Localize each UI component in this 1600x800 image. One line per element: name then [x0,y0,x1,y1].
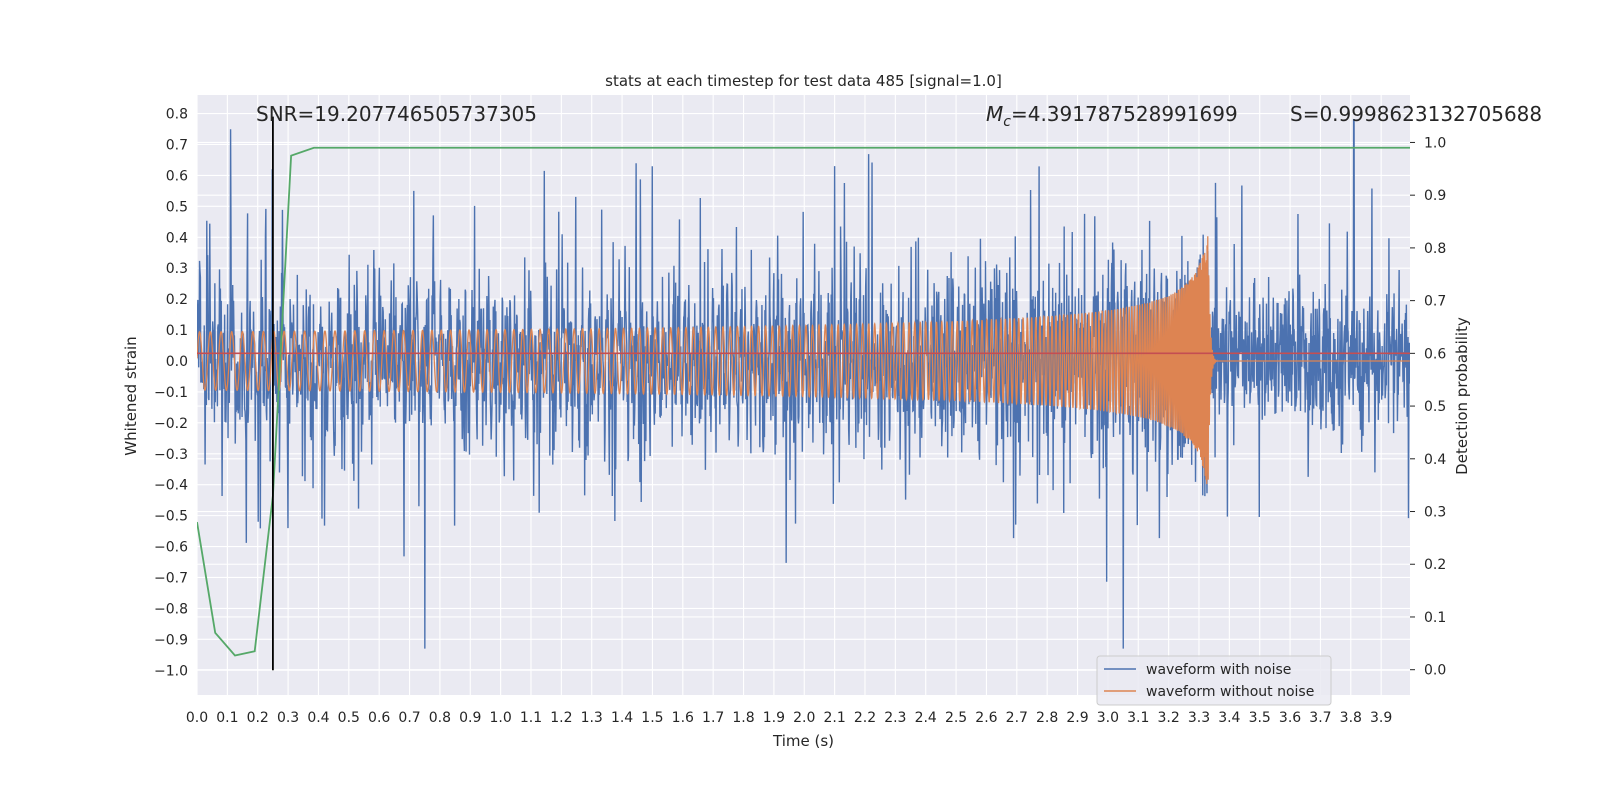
x-tick-label: 2.1 [823,710,845,726]
x-tick-label: 2.2 [854,710,876,726]
x-tick-label: 2.0 [793,710,815,726]
legend: waveform with noise waveform without noi… [1096,655,1332,706]
x-tick-label: 3.7 [1309,710,1331,726]
y-left-tick-label: −0.7 [154,570,188,586]
chart-title: stats at each timestep for test data 485… [605,72,1002,90]
y-left-tick-label: −0.2 [154,416,188,432]
snr-annotation: SNR=19.207746505737305 [256,102,537,126]
x-tick-label: 0.7 [398,710,420,726]
y-left-tick-label: 0.5 [166,199,188,215]
x-tick-label: 3.4 [1218,710,1240,726]
x-tick-label: 2.5 [945,710,967,726]
y-right-tick-label: 0.7 [1424,294,1446,310]
y-left-tick-label: 0.3 [166,261,188,277]
x-tick-label: 1.3 [581,710,603,726]
chirp-mass-value: =4.391787528991699 [1011,102,1238,126]
x-tick-label: 0.3 [277,710,299,726]
x-tick-label: 0.4 [307,710,329,726]
legend-box [1096,655,1332,706]
y-right-tick-label: 0.1 [1424,610,1446,626]
x-tick-label: 3.9 [1370,710,1392,726]
x-tick-label: 2.9 [1066,710,1088,726]
x-tick-label: 2.3 [884,710,906,726]
y-left-tick-label: −0.1 [154,385,188,401]
y-right-tick-label: 0.6 [1424,346,1446,362]
y-left-tick-label: 0.2 [166,292,188,308]
x-tick-label: 1.2 [550,710,572,726]
x-tick-label: 1.7 [702,710,724,726]
x-tick-label: 3.8 [1340,710,1362,726]
x-tick-label: 1.8 [732,710,754,726]
x-tick-label: 0.0 [186,710,208,726]
x-tick-label: 2.7 [1006,710,1028,726]
y-left-tick-label: 0.7 [166,137,188,153]
chirp-mass-symbol: M [986,102,1003,126]
legend-label-waveform-with-noise: waveform with noise [1146,662,1291,678]
y-left-tick-label: −0.6 [154,540,188,556]
series-line-waveform-without-noise [197,236,1410,485]
x-tick-label: 1.5 [641,710,663,726]
chirp-mass-annotation: Mc=4.391787528991699 [986,102,1238,130]
y-left-tick-label: −0.8 [154,601,188,617]
y-axis-left-ticks: 0.8 0.7 0.6 0.5 0.4 0.3 0.2 0.1 0.0 −0.1 −0.2 −0.3 −… [154,107,188,680]
x-tick-label: 2.4 [915,710,937,726]
chirp-mass-subscript: c [1003,114,1011,130]
x-tick-label: 2.6 [975,710,997,726]
x-tick-label: 2.8 [1036,710,1058,726]
y-axis-right-label: Detection probability [1453,317,1471,475]
x-tick-label: 0.1 [216,710,238,726]
x-tick-label: 3.6 [1279,710,1301,726]
x-tick-label: 1.6 [672,710,694,726]
y-left-tick-label: −0.3 [154,447,188,463]
y-right-tick-label: 0.5 [1424,399,1446,415]
y-left-tick-label: 0.4 [166,230,188,246]
y-right-tick-label: 0.4 [1424,452,1446,468]
y-right-tick-label: 0.3 [1424,505,1446,521]
legend-label-waveform-without-noise: waveform without noise [1146,684,1314,700]
score-annotation: S=0.9998623132705688 [1290,102,1542,126]
y-right-tick-label: 0.2 [1424,557,1446,573]
y-right-tick-label: 1.0 [1424,135,1446,151]
x-tick-label: 0.2 [247,710,269,726]
x-tick-label: 0.9 [459,710,481,726]
y-left-tick-label: −0.4 [154,478,188,494]
y-left-tick-label: −0.9 [154,632,188,648]
y-left-tick-label: 0.6 [166,168,188,184]
x-tick-label: 1.4 [611,710,633,726]
y-right-tick-label: 0.0 [1424,663,1446,679]
y-right-tick-label: 0.8 [1424,241,1446,257]
x-axis-label: Time (s) [772,732,834,750]
x-tick-label: 0.6 [368,710,390,726]
x-tick-label: 1.0 [489,710,511,726]
y-left-tick-label: 0.0 [166,354,188,370]
x-tick-label: 3.3 [1188,710,1210,726]
y-left-tick-label: 0.1 [166,323,188,339]
y-axis-right-ticks: 1.0 0.9 0.8 0.7 0.6 0.5 0.4 0.3 0.2 0.1 0.0 [1410,135,1446,679]
y-right-tick-label: 0.9 [1424,188,1446,204]
x-tick-label: 3.2 [1157,710,1179,726]
x-tick-label: 1.1 [520,710,542,726]
series-line-detection-probability [197,146,1410,657]
x-tick-label: 1.9 [763,710,785,726]
x-tick-label: 3.1 [1127,710,1149,726]
y-left-tick-label: −1.0 [154,663,188,679]
y-left-tick-label: −0.5 [154,509,188,525]
y-axis-left-label: Whitened strain [122,336,140,455]
x-tick-label: 3.5 [1249,710,1271,726]
y-left-tick-label: 0.8 [166,107,188,123]
x-tick-label: 0.5 [338,710,360,726]
x-axis-ticks: 0.0 0.1 0.2 0.3 0.4 0.5 0.6 0.7 0.8 0.9 1.0 1.1 1.2 1… [186,710,1392,726]
x-tick-label: 0.8 [429,710,451,726]
x-tick-label: 3.0 [1097,710,1119,726]
